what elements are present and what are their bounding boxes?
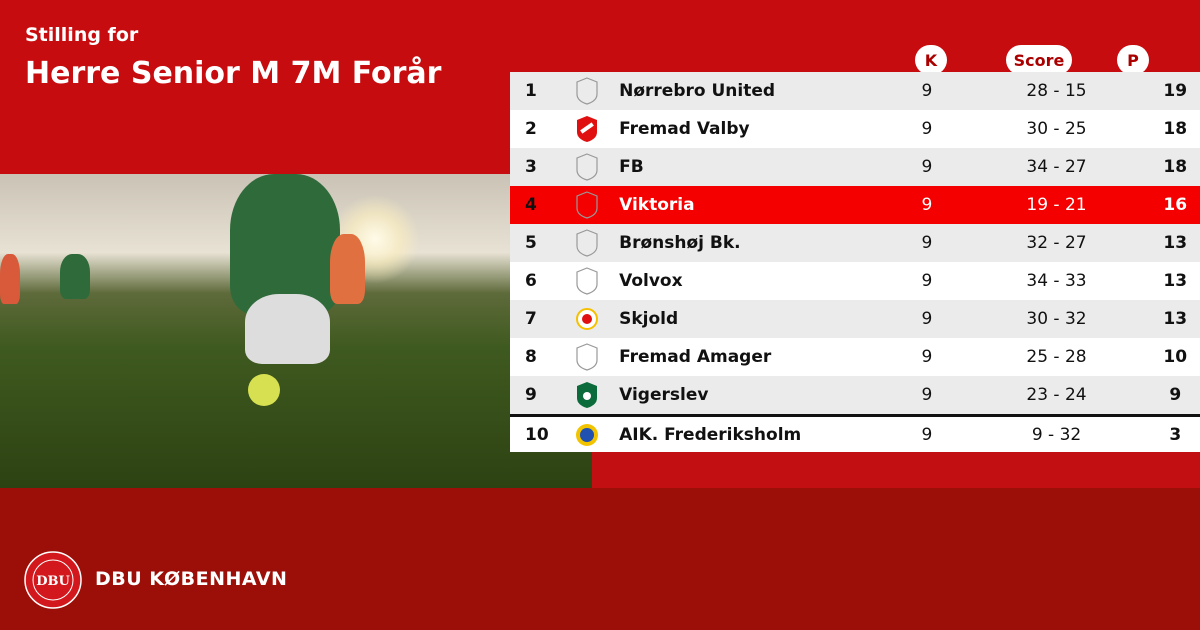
football-photo [0, 174, 592, 488]
page-subtitle: Stilling for [25, 24, 139, 46]
ball [248, 374, 280, 406]
team-name: Skjold [619, 309, 679, 329]
matches-played: 9 [921, 119, 933, 139]
team-name: Viktoria [619, 195, 695, 215]
position: 9 [525, 385, 537, 405]
matches-played: 9 [921, 195, 933, 215]
skjold-crest-icon [565, 305, 610, 333]
goal-score: 30 - 25 [1026, 119, 1087, 139]
points: 18 [1163, 157, 1188, 177]
position: 5 [525, 233, 537, 253]
placeholder-shield-icon [565, 153, 610, 181]
player-figure [330, 234, 365, 304]
team-name: Fremad Valby [619, 119, 750, 139]
placeholder-shield-icon [565, 343, 610, 371]
team-name: Fremad Amager [619, 347, 772, 367]
column-header-score: Score [1006, 45, 1072, 75]
player-figure [230, 174, 340, 314]
matches-played: 9 [921, 424, 933, 445]
matches-played: 9 [921, 81, 933, 101]
placeholder-shield-icon [565, 77, 610, 105]
dbu-seal-logo: DBU [24, 551, 82, 609]
column-header-p: P [1117, 45, 1149, 75]
goal-score: 9 - 32 [1031, 424, 1082, 445]
green-shield-icon [565, 381, 610, 409]
matches-played: 9 [921, 385, 933, 405]
matches-played: 9 [921, 309, 933, 329]
placeholder-shield-icon [565, 191, 610, 219]
team-name: Volvox [619, 271, 683, 291]
matches-played: 9 [921, 347, 933, 367]
goal-score: 34 - 27 [1026, 157, 1087, 177]
player-figure [245, 294, 330, 364]
table-row: 4 Viktoria 9 19 - 21 16 [510, 186, 1200, 224]
blue-round-crest-icon [565, 421, 610, 449]
placeholder-shield-icon [565, 267, 610, 295]
position: 8 [525, 347, 537, 367]
points: 10 [1163, 347, 1188, 367]
matches-played: 9 [921, 233, 933, 253]
player-figure [60, 254, 90, 299]
position: 6 [525, 271, 537, 291]
points: 13 [1163, 233, 1188, 253]
table-row: 2 Fremad Valby 9 30 - 25 18 [510, 110, 1200, 148]
goal-score: 23 - 24 [1026, 385, 1087, 405]
player-figure [0, 254, 20, 304]
table-row: 10 AIK. Frederiksholm 9 9 - 32 3 [510, 414, 1200, 452]
goal-score: 25 - 28 [1026, 347, 1087, 367]
placeholder-shield-icon [565, 229, 610, 257]
position: 7 [525, 309, 537, 329]
position: 1 [525, 81, 537, 101]
goal-score: 32 - 27 [1026, 233, 1087, 253]
position: 10 [525, 424, 549, 445]
position: 3 [525, 157, 537, 177]
points: 13 [1163, 271, 1188, 291]
team-name: AIK. Frederiksholm [619, 424, 802, 445]
team-name: Brønshøj Bk. [619, 233, 741, 253]
points: 13 [1163, 309, 1188, 329]
points: 3 [1169, 424, 1182, 445]
goal-score: 28 - 15 [1026, 81, 1087, 101]
matches-played: 9 [921, 157, 933, 177]
column-header-k: K [915, 45, 947, 75]
team-name: Nørrebro United [619, 81, 776, 101]
svg-text:DBU: DBU [36, 574, 70, 589]
table-row: 9 Vigerslev 9 23 - 24 9 [510, 376, 1200, 414]
goal-score: 34 - 33 [1026, 271, 1087, 291]
team-name: FB [619, 157, 644, 177]
table-row: 3 FB 9 34 - 27 18 [510, 148, 1200, 186]
points: 19 [1163, 81, 1188, 101]
points: 18 [1163, 119, 1188, 139]
brand-name: DBU KØBENHAVN [95, 568, 288, 590]
position: 2 [525, 119, 537, 139]
position: 4 [525, 195, 537, 215]
standings-table: 1 Nørrebro United 9 28 - 15 19 2 Fremad V… [510, 72, 1200, 452]
points: 9 [1169, 385, 1182, 405]
goal-score: 30 - 32 [1026, 309, 1087, 329]
footer-band [0, 488, 1200, 630]
table-row: 1 Nørrebro United 9 28 - 15 19 [510, 72, 1200, 110]
red-shield-icon [565, 115, 610, 143]
goal-score: 19 - 21 [1026, 195, 1087, 215]
page-title: Herre Senior M 7M Forår [25, 56, 442, 91]
table-row: 8 Fremad Amager 9 25 - 28 10 [510, 338, 1200, 376]
matches-played: 9 [921, 271, 933, 291]
team-name: Vigerslev [619, 385, 709, 405]
points: 16 [1163, 195, 1188, 215]
table-row: 7 Skjold 9 30 - 32 13 [510, 300, 1200, 338]
table-row: 5 Brønshøj Bk. 9 32 - 27 13 [510, 224, 1200, 262]
table-row: 6 Volvox 9 34 - 33 13 [510, 262, 1200, 300]
